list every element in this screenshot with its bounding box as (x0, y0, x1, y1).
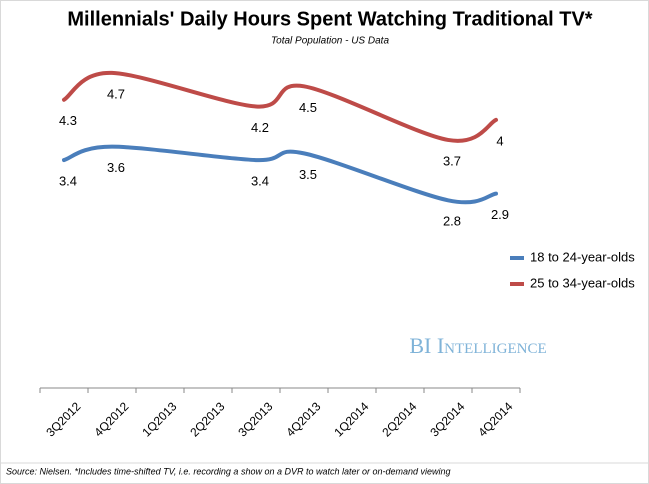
data-label: 4.2 (251, 120, 269, 135)
data-label: 3.6 (107, 160, 125, 175)
series-line (62, 70, 498, 143)
source-note: Source: Nielsen. *Includes time-shifted … (6, 466, 451, 476)
data-label: 4.5 (299, 100, 317, 115)
chart-subtitle: Total Population - US Data (271, 36, 389, 47)
series-line (62, 144, 498, 205)
watermark: BI Intelligence (409, 333, 546, 358)
legend-label: 25 to 34-year-olds (530, 275, 635, 290)
data-label: 4.7 (107, 86, 125, 101)
data-label: 3.5 (299, 167, 317, 182)
data-label: 3.4 (251, 174, 269, 189)
data-label: 4.3 (59, 113, 77, 128)
data-label: 3.4 (59, 174, 77, 189)
data-label: 4 (496, 133, 503, 148)
data-label: 2.8 (443, 214, 461, 229)
data-label: 3.7 (443, 153, 461, 168)
data-label: 2.9 (491, 207, 509, 222)
legend-label: 18 to 24-year-olds (530, 249, 635, 264)
chart-title: Millennials' Daily Hours Spent Watching … (67, 8, 592, 30)
